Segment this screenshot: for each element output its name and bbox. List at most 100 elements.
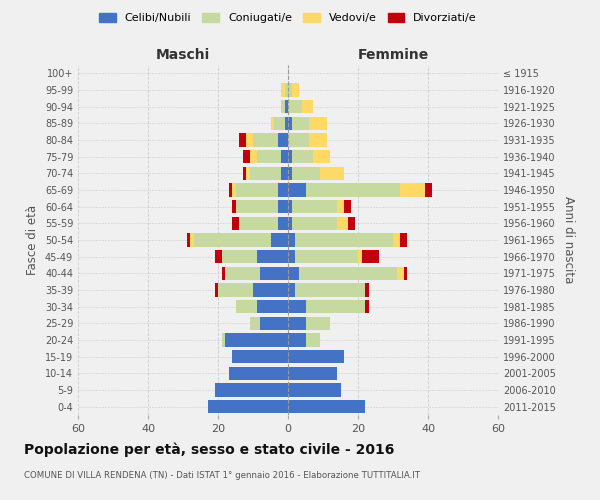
Bar (288, 100, 302, 114)
Bar (288, 350, 344, 364)
Text: Femmine: Femmine (358, 48, 428, 62)
Bar (229, 366, 288, 380)
Bar (250, 316, 260, 330)
Bar (288, 84, 292, 96)
Bar (288, 200, 292, 213)
Bar (257, 150, 281, 164)
Bar (232, 184, 235, 196)
Bar (313, 150, 330, 164)
Bar (246, 166, 250, 180)
Y-axis label: Anni di nascita: Anni di nascita (562, 196, 575, 284)
Bar (284, 100, 288, 114)
Bar (281, 100, 284, 114)
Bar (271, 116, 274, 130)
Bar (253, 284, 288, 296)
Bar (397, 266, 404, 280)
Bar (288, 316, 305, 330)
Bar (288, 234, 295, 246)
Legend: Celibi/Nubili, Coniugati/e, Vedovi/e, Divorziati/e: Celibi/Nubili, Coniugati/e, Vedovi/e, Di… (95, 8, 481, 28)
Bar (250, 150, 257, 164)
Bar (292, 166, 320, 180)
Bar (337, 200, 344, 213)
Bar (232, 200, 235, 213)
Bar (193, 234, 271, 246)
Bar (190, 234, 193, 246)
Bar (292, 216, 337, 230)
Bar (361, 250, 379, 264)
Bar (292, 116, 309, 130)
Bar (225, 266, 260, 280)
Bar (208, 400, 288, 413)
Bar (229, 184, 232, 196)
Bar (288, 216, 292, 230)
Bar (260, 266, 288, 280)
Bar (305, 316, 330, 330)
Bar (393, 234, 400, 246)
Y-axis label: Fasce di età: Fasce di età (26, 205, 39, 275)
Bar (305, 300, 365, 314)
Bar (299, 266, 397, 280)
Bar (309, 116, 326, 130)
Bar (288, 384, 341, 396)
Bar (400, 184, 425, 196)
Bar (281, 166, 288, 180)
Bar (235, 200, 277, 213)
Bar (239, 216, 277, 230)
Bar (215, 284, 218, 296)
Bar (288, 334, 305, 346)
Bar (284, 116, 288, 130)
Bar (425, 184, 431, 196)
Bar (281, 150, 288, 164)
Bar (288, 284, 295, 296)
Bar (232, 216, 239, 230)
Bar (277, 216, 288, 230)
Bar (288, 134, 309, 146)
Bar (221, 266, 225, 280)
Bar (242, 166, 246, 180)
Bar (288, 250, 295, 264)
Bar (365, 300, 368, 314)
Bar (277, 134, 288, 146)
Bar (257, 250, 288, 264)
Bar (284, 84, 288, 96)
Bar (253, 134, 277, 146)
Bar (404, 266, 407, 280)
Bar (288, 400, 365, 413)
Bar (295, 234, 393, 246)
Bar (288, 300, 305, 314)
Bar (320, 166, 344, 180)
Bar (187, 234, 190, 246)
Text: COMUNE DI VILLA RENDENA (TN) - Dati ISTAT 1° gennaio 2016 - Elaborazione TUTTITA: COMUNE DI VILLA RENDENA (TN) - Dati ISTA… (24, 471, 420, 480)
Bar (225, 334, 288, 346)
Bar (305, 334, 320, 346)
Bar (292, 84, 299, 96)
Bar (242, 150, 250, 164)
Bar (281, 84, 284, 96)
Bar (271, 234, 288, 246)
Bar (347, 216, 355, 230)
Text: Popolazione per età, sesso e stato civile - 2016: Popolazione per età, sesso e stato civil… (24, 442, 394, 457)
Bar (400, 234, 407, 246)
Bar (215, 250, 221, 264)
Bar (239, 134, 246, 146)
Bar (246, 134, 253, 146)
Bar (344, 200, 351, 213)
Bar (235, 184, 277, 196)
Bar (288, 266, 299, 280)
Bar (257, 300, 288, 314)
Bar (292, 150, 313, 164)
Bar (232, 350, 288, 364)
Bar (277, 184, 288, 196)
Bar (288, 366, 337, 380)
Bar (288, 184, 305, 196)
Bar (302, 100, 313, 114)
Bar (358, 250, 361, 264)
Bar (365, 284, 368, 296)
Bar (274, 116, 284, 130)
Bar (235, 300, 257, 314)
Bar (288, 116, 292, 130)
Bar (250, 166, 281, 180)
Bar (292, 200, 337, 213)
Text: Maschi: Maschi (156, 48, 210, 62)
Bar (309, 134, 326, 146)
